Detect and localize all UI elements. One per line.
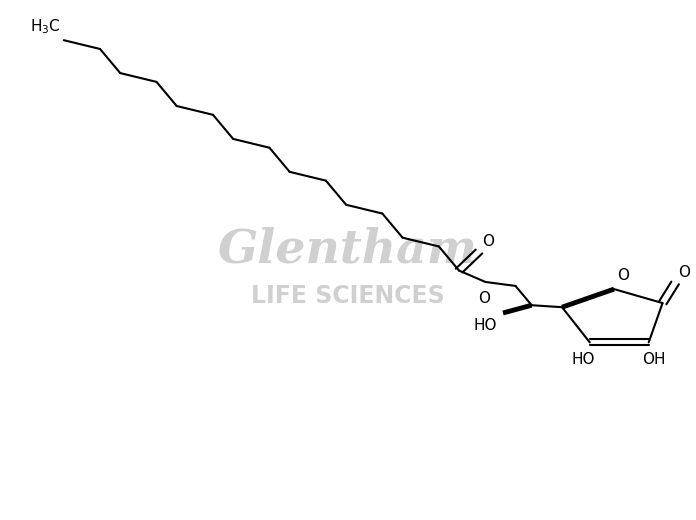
Text: O: O <box>617 268 629 283</box>
Text: O: O <box>478 291 490 306</box>
Text: HO: HO <box>571 352 594 367</box>
Text: Glentham: Glentham <box>218 227 478 272</box>
Text: HO: HO <box>474 318 498 333</box>
Text: LIFE SCIENCES: LIFE SCIENCES <box>251 284 445 308</box>
Text: OH: OH <box>642 352 666 367</box>
Text: O: O <box>678 265 690 280</box>
Text: O: O <box>482 234 494 249</box>
Text: H$_3$C: H$_3$C <box>30 17 61 36</box>
